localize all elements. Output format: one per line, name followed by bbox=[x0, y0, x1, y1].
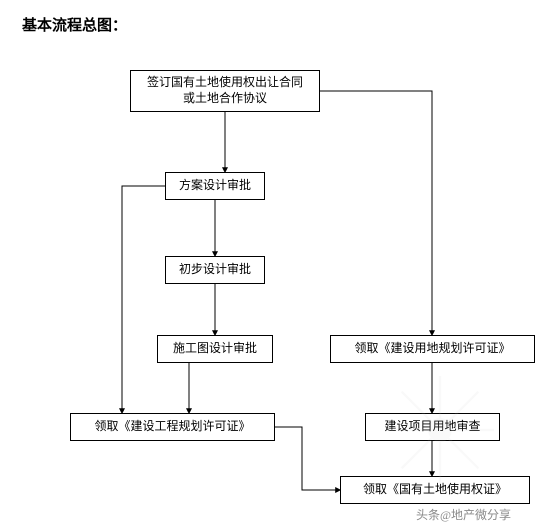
node-land-use-cert: 领取《国有土地使用权证》 bbox=[340, 476, 530, 504]
edge bbox=[275, 427, 340, 490]
node-land-planning-permit: 领取《建设用地规划许可证》 bbox=[330, 335, 535, 363]
node-land-use-review: 建设项目用地审查 bbox=[365, 413, 500, 441]
node-label: 建设项目用地审查 bbox=[384, 419, 480, 435]
node-label: 施工图设计审批 bbox=[173, 341, 257, 357]
node-scheme-review: 方案设计审批 bbox=[165, 172, 265, 200]
node-prelim-review: 初步设计审批 bbox=[165, 256, 265, 284]
node-label: 方案设计审批 bbox=[179, 178, 251, 194]
footer-credit: 头条@地产微分享 bbox=[416, 506, 511, 523]
node-label: 领取《建设用地规划许可证》 bbox=[354, 341, 510, 357]
node-construction-drawing-review: 施工图设计审批 bbox=[157, 335, 273, 363]
node-sign-contract: 签订国有土地使用权出让合同或土地合作协议 bbox=[130, 70, 320, 112]
node-construction-planning-permit: 领取《建设工程规划许可证》 bbox=[70, 413, 275, 441]
node-label: 初步设计审批 bbox=[179, 262, 251, 278]
node-label: 签订国有土地使用权出让合同或土地合作协议 bbox=[147, 75, 303, 106]
page-title: 基本流程总图： bbox=[22, 14, 127, 35]
node-label: 领取《建设工程规划许可证》 bbox=[94, 419, 250, 435]
edge bbox=[122, 186, 165, 413]
edge bbox=[300, 91, 432, 335]
node-label: 领取《国有土地使用权证》 bbox=[363, 482, 507, 498]
